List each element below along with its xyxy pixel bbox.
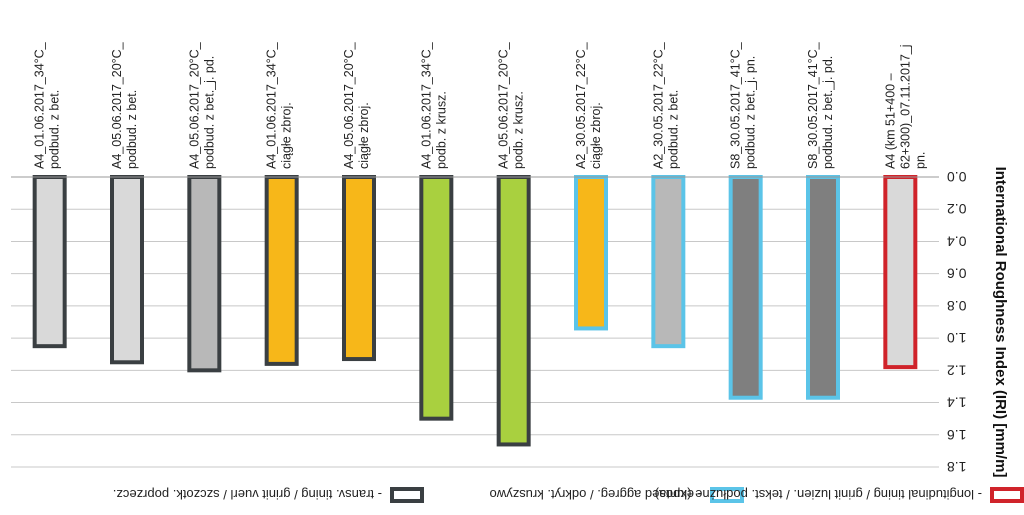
bar-6 [496, 174, 531, 447]
category-label-10-line-0: S8_30.05.2017_41°C_ [806, 41, 820, 169]
category-label-3-line-0: A4_01.06.2017_34°C_ [265, 41, 279, 169]
bar-2 [187, 175, 222, 373]
category-label-2-line-0: A4_05.06.2017_20°C_ [187, 41, 201, 169]
bar-11 [883, 175, 918, 370]
category-label-9-line-1: podbud. z bet._j. pn. [744, 56, 758, 169]
category-label-8-line-1: podbud. z bet. [666, 90, 680, 169]
category-label-5-line-1: podb. z krusz. [434, 91, 448, 169]
bar-3 [264, 175, 299, 366]
y-tick-label-1: 0.2 [947, 201, 967, 217]
category-label-2-line-1: podbud. z bet._j. pd. [202, 56, 216, 169]
category-label-5-line-0: A4_01.06.2017_34°C_ [419, 41, 433, 169]
category-label-0-line-0: A4_01.06.2017_34°C_ [33, 41, 47, 169]
y-axis-label: International Roughness Index (IRI) [mm/… [992, 167, 1009, 478]
category-label-7-line-0: A2_30.05.2017_22°C_ [574, 41, 588, 169]
category-label-9-line-0: S8_30.05.2017_41°C_ [729, 41, 743, 169]
y-tick-label-5: 1.0 [947, 330, 967, 346]
bar-9 [728, 174, 763, 400]
bar-5 [419, 174, 454, 421]
bar-7 [574, 175, 608, 331]
category-label-11-line-0: A4 (km 51+400 – [883, 73, 897, 169]
category-label-10-line-1: podbud. z bet._j. pd. [821, 56, 835, 169]
y-tick-label-6: 1.2 [947, 362, 967, 378]
y-tick-label-0: 0.0 [947, 169, 967, 185]
bar-0 [32, 175, 67, 349]
y-tick-label-8: 1.6 [947, 427, 967, 443]
category-label-6-line-1: podb. z krusz. [512, 91, 526, 169]
category-label-8-line-0: A2_30.05.2017_22°C_ [651, 41, 665, 169]
category-label-11-line-1: 62+300)_07.11.2017_j [898, 44, 912, 169]
y-tick-label-2: 0.4 [947, 233, 967, 249]
category-label-0-line-1: podbud. z bet. [48, 90, 62, 169]
y-tick-label-4: 0.8 [947, 298, 967, 314]
category-label-3-line-1: ciągłe zbroj. [280, 102, 294, 169]
category-label-4-line-1: ciągłe zbroj. [357, 102, 371, 169]
bar-1 [110, 175, 144, 365]
category-label-7-line-1: ciągłe zbroj. [589, 102, 603, 169]
category-label-11-line-2: pn. [913, 152, 927, 169]
category-label-1-line-0: A4_05.06.2017_20°C_ [110, 41, 124, 169]
bar-8 [651, 175, 686, 349]
y-tick-label-7: 1.4 [947, 395, 967, 411]
bar-10 [806, 174, 840, 400]
y-tick-label-3: 0.6 [947, 266, 967, 282]
category-label-1-line-1: podbud. z bet. [125, 90, 139, 169]
category-label-6-line-0: A4_05.06.2017_20°C_ [497, 41, 511, 169]
category-label-4-line-0: A4_05.06.2017_20°C_ [342, 41, 356, 169]
bar-4 [342, 175, 376, 362]
y-tick-label-9: 1.8 [947, 459, 967, 475]
